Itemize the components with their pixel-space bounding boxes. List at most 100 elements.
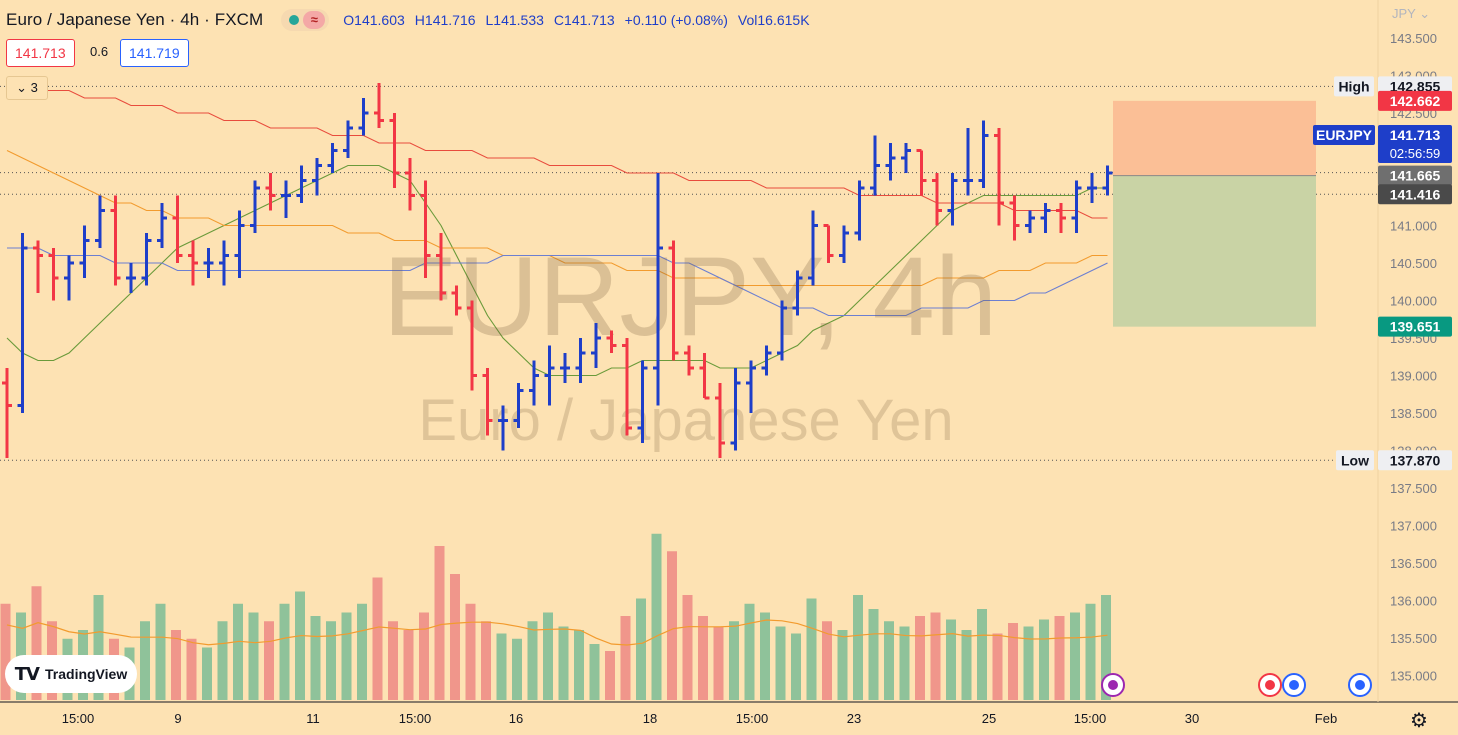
ohlc-bar [854,180,865,241]
ohlc-bar [839,225,849,263]
chevron-down-icon: ⌄ [16,80,28,95]
volume-bar [698,616,708,700]
ohlc-bar [327,143,338,173]
time-tick-label: 15:00 [62,711,95,726]
volume-bar [760,612,770,700]
symbol-tag-label-bg [1313,125,1375,145]
ohlc-bar [637,360,648,443]
volume-ma-line [6,619,1108,646]
volume-bar [403,630,414,700]
volume-bar [248,612,259,700]
ohlc-bar [1071,180,1082,233]
ohlc-bar [1009,195,1020,241]
ohlc-bar [219,240,229,286]
ohlc-bar [777,300,787,361]
eu-flag-icon [1348,673,1372,697]
eu-flag-icon-dot [1289,680,1299,690]
ohlc-bar [374,83,384,128]
time-tick-label: 15:00 [736,711,769,726]
ohlc-bar [358,98,369,136]
volume-bar [1101,595,1111,700]
low-text-tag-bg [1336,450,1374,471]
ohlc-bar [172,195,183,263]
volume-bar [775,626,786,700]
last-price-bg [1378,125,1452,163]
chevron-down-icon: ⌄ [1419,6,1431,21]
volume-bar [682,595,693,700]
ohlc-bar [823,224,834,263]
ohlc-bar [901,143,911,173]
ohlc-bar [730,368,741,451]
moving-average-line [6,150,1108,287]
ohlc-bar [870,135,880,196]
volume-bar [1008,623,1018,700]
volume-bar [651,533,662,700]
ohlc-bar [1102,165,1113,196]
ohlc-bar [715,383,725,458]
volume-bar [217,621,228,700]
ohlc-bar [33,240,43,293]
ohlc-bar [947,173,958,226]
tradingview-logo[interactable]: 𝗧𝗩 TradingView [5,655,137,693]
high-text-tag-bg [1334,76,1374,97]
volume-bar [0,603,11,700]
ohlc-legend: O141.603 H141.716 L141.533 C141.713 +0.1… [343,12,809,28]
volume-bar [527,621,538,700]
volume-bar [481,621,491,700]
volume-bar [372,577,383,700]
low-text-tag-text: Low [1341,452,1369,468]
open-value: O141.603 [343,12,405,28]
volume-bar [434,546,445,700]
ohlc-bar [64,255,74,301]
volume-bar [620,616,631,700]
time-tick-label: 15:00 [399,711,432,726]
ohlc-bar [265,173,276,211]
target-price-label: 142.662 [1378,90,1452,111]
lightning-icon-dot [1108,680,1118,690]
ohlc-bar [792,270,803,316]
volume-bar [93,595,104,700]
ohlc-bar [451,285,462,316]
ohlc-bar [250,180,260,233]
gear-icon[interactable]: ⚙ [1410,710,1428,732]
low-price-label-text: 137.870 [1390,452,1441,468]
volume-bar [419,612,429,700]
target-price-label-text: 142.662 [1390,93,1441,109]
ohlc-bar [467,300,477,391]
volume-bar [822,621,832,700]
volume-bar [977,609,987,700]
buy-button[interactable]: 141.719 [120,39,189,67]
sell-button[interactable]: 141.713 [6,39,75,67]
price-tick-label: 140.500 [1390,256,1437,271]
ohlc-bar [885,143,896,181]
volume-bar [558,626,569,700]
symbol-title[interactable]: Euro / Japanese Yen · 4h · FXCM [6,10,264,29]
low-text-tag: Low [1336,450,1374,471]
volume-bar [713,626,724,700]
watermark-symbol: EURJPY, 4h [383,234,997,359]
ohlc-bar [48,248,59,301]
ohlc-bar [405,158,415,211]
volume-bar [264,621,274,700]
ohlc-bar [544,345,555,406]
price-tick-label: 136.000 [1390,594,1437,609]
indicators-toggle[interactable]: ⌄ 3 [6,76,48,100]
eu-flag-icon-dot [1355,680,1365,690]
volume-bar [1070,612,1080,700]
currency-label[interactable]: JPY ⌄ [1392,6,1430,22]
market-status-badge[interactable]: ≈ [281,9,330,31]
ohlc-bar [591,323,601,368]
price-tick-label: 137.500 [1390,481,1437,496]
stop-price-label-bg [1378,316,1452,337]
price-tick-label: 138.500 [1390,406,1437,421]
ohlc-bar [157,203,167,248]
volume-value: Vol16.615K [737,12,810,28]
ohlc-bar [203,248,214,278]
price-tick-label: 143.500 [1390,31,1437,46]
ohlc-bar [79,225,90,278]
symbol-tag-label: EURJPY [1313,125,1375,145]
ohlc-bar [529,360,539,406]
chart-header: Euro / Japanese Yen · 4h · FXCM ≈ O141.6… [6,8,810,32]
ohlc-bar [141,233,152,286]
